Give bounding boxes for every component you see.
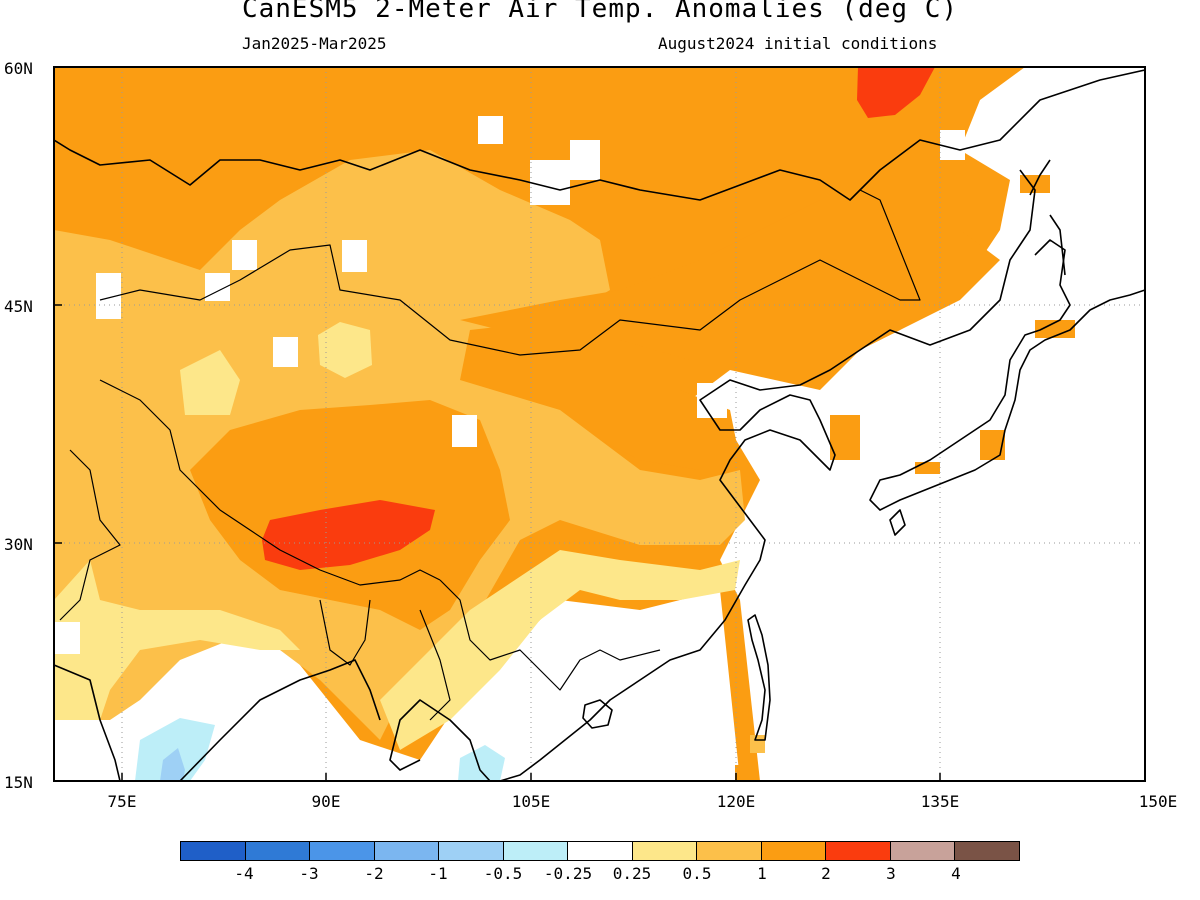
colorbar — [180, 841, 1020, 861]
colorbar-swatch — [568, 842, 633, 860]
anomaly-fill — [54, 67, 1145, 781]
colorbar-label: 1 — [757, 864, 767, 883]
lat-label-60n: 60N — [4, 59, 33, 78]
colorbar-swatch — [697, 842, 762, 860]
lon-label-150e: 150E — [1138, 792, 1178, 811]
lat-label-15n: 15N — [4, 773, 33, 792]
lon-label-105e: 105E — [511, 792, 551, 811]
colorbar-label: 3 — [886, 864, 896, 883]
lon-label-120e: 120E — [716, 792, 756, 811]
colorbar-swatch — [439, 842, 504, 860]
colorbar-label: -4 — [234, 864, 254, 883]
lon-label-75e: 75E — [107, 792, 137, 811]
lon-label-90e: 90E — [311, 792, 341, 811]
lon-label-135e: 135E — [920, 792, 960, 811]
colorbar-swatch — [245, 842, 311, 860]
page-title: CanESM5 2-Meter Air Temp. Anomalies (deg… — [241, 0, 959, 24]
initial-conditions: August2024 initial conditions — [658, 34, 938, 53]
colorbar-swatch — [955, 842, 1019, 860]
lat-label-45n: 45N — [4, 297, 33, 316]
colorbar-label: -0.25 — [543, 864, 593, 883]
colorbar-label: 0.5 — [682, 864, 712, 883]
colorbar-swatch — [632, 842, 698, 860]
map-frame — [53, 66, 1146, 782]
colorbar-swatch — [374, 842, 440, 860]
forecast-period: Jan2025-Mar2025 — [242, 34, 387, 53]
colorbar-label: -1 — [428, 864, 448, 883]
country-borders — [59, 189, 921, 721]
colorbar-swatch — [826, 842, 891, 860]
coastlines — [54, 69, 1145, 781]
colorbar-swatch — [181, 842, 246, 860]
colorbar-swatch — [503, 842, 569, 860]
colorbar-label: -2 — [364, 864, 384, 883]
colorbar-label: 4 — [951, 864, 961, 883]
colorbar-label: 0.25 — [612, 864, 652, 883]
colorbar-swatch — [890, 842, 956, 860]
colorbar-label: -3 — [299, 864, 319, 883]
lat-label-30n: 30N — [4, 535, 33, 554]
colorbar-label: 2 — [821, 864, 831, 883]
grid-lines — [54, 67, 1145, 781]
colorbar-label: -0.5 — [483, 864, 523, 883]
colorbar-swatch — [761, 842, 827, 860]
axis-ticks — [54, 304, 941, 781]
colorbar-swatch — [310, 842, 375, 860]
